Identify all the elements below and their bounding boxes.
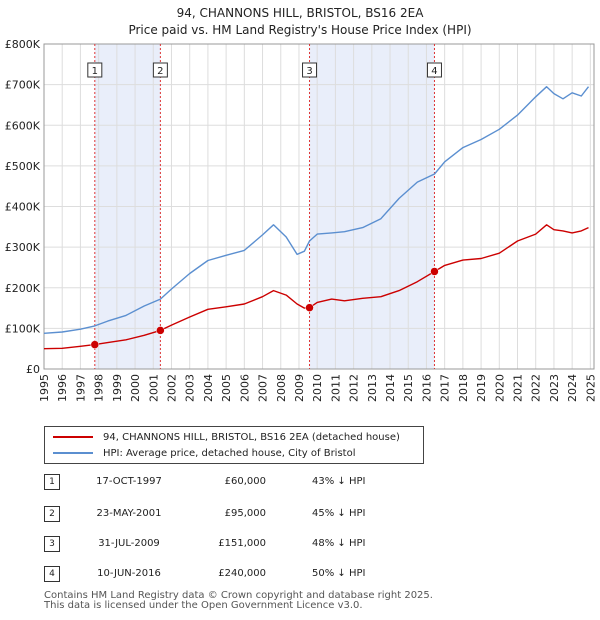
sale-point <box>156 326 165 335</box>
sale-number-box <box>302 62 318 78</box>
x-tick-label: 2014 <box>384 374 397 402</box>
y-tick-label: £700K <box>5 79 41 92</box>
y-tick-label: £100K <box>5 322 41 335</box>
sale-date: 23-MAY-2001 <box>96 508 162 519</box>
x-tick-label: 2016 <box>420 374 433 402</box>
sale-price: £60,000 <box>224 476 266 487</box>
x-tick-label: 2007 <box>257 374 270 402</box>
x-tick-label: 2002 <box>165 374 178 402</box>
x-tick-label: 2015 <box>402 374 415 402</box>
x-tick-label: 2023 <box>548 374 561 402</box>
chart-subtitle: Price paid vs. HM Land Registry's House … <box>128 23 472 37</box>
sale-hpi-diff: 43% ↓ HPI <box>312 476 366 487</box>
legend-label-hpi: HPI: Average price, detached house, City… <box>103 447 356 459</box>
sale-date: 10-JUN-2016 <box>97 568 161 579</box>
sale-number-box <box>426 62 442 78</box>
sale-number-box <box>152 62 168 78</box>
x-tick-label: 1995 <box>38 374 51 402</box>
chart-title: 94, CHANNONS HILL, BRISTOL, BS16 2EA <box>176 6 424 20</box>
y-tick-label: £600K <box>5 119 41 132</box>
x-tick-label: 2024 <box>566 374 579 402</box>
y-tick-label: £800K <box>5 38 41 51</box>
legend-swatch-property <box>53 436 93 438</box>
x-tick-label: 2005 <box>220 374 233 402</box>
y-tick-label: £0 <box>26 363 40 376</box>
y-tick-label: £400K <box>5 201 41 214</box>
table-row: 3 31-JUL-2009 £151,000 48% ↓ HPI <box>44 536 444 552</box>
sale-price: £240,000 <box>218 568 266 579</box>
sale-number: 2 <box>44 506 60 522</box>
sale-number-label: 1 <box>92 66 98 77</box>
table-row: 4 10-JUN-2016 £240,000 50% ↓ HPI <box>44 566 444 582</box>
y-tick-label: £200K <box>5 282 41 295</box>
sale-number-label: 2 <box>157 66 163 77</box>
sale-hpi-diff: 45% ↓ HPI <box>312 508 366 519</box>
x-tick-label: 2019 <box>475 374 488 402</box>
footer-copyright: Contains HM Land Registry data © Crown c… <box>44 590 433 601</box>
table-row: 2 23-MAY-2001 £95,000 45% ↓ HPI <box>44 506 444 522</box>
x-tick-label: 2009 <box>293 374 306 402</box>
legend-item-property: 94, CHANNONS HILL, BRISTOL, BS16 2EA (de… <box>53 429 400 445</box>
x-tick-label: 2017 <box>439 374 452 402</box>
footer-licence: This data is licensed under the Open Gov… <box>44 600 363 611</box>
sale-number: 4 <box>44 566 60 582</box>
sale-price: £151,000 <box>218 538 266 549</box>
y-tick-label: £500K <box>5 160 41 173</box>
legend-item-hpi: HPI: Average price, detached house, City… <box>53 445 356 461</box>
sale-number-label: 3 <box>306 66 312 77</box>
price-chart: £0 £100K £200K £300K £400K £500K £600K £700K £80… <box>5 38 598 402</box>
sale-number: 3 <box>44 536 60 552</box>
footer: Contains HM Land Registry data © Crown c… <box>44 591 433 611</box>
x-tick-label: 2022 <box>530 374 543 402</box>
table-row: 1 17-OCT-1997 £60,000 43% ↓ HPI <box>44 474 444 490</box>
x-tick-label: 2011 <box>329 374 342 402</box>
x-tick-label: 2013 <box>366 374 379 402</box>
legend-swatch-hpi <box>53 452 93 454</box>
x-tick-label: 2018 <box>457 374 470 402</box>
sale-point <box>90 340 100 349</box>
x-tick-label: 2006 <box>238 374 251 402</box>
sale-number: 1 <box>44 474 60 490</box>
sale-number-label: 4 <box>431 66 437 77</box>
sale-hpi-diff: 50% ↓ HPI <box>312 568 366 579</box>
legend: 94, CHANNONS HILL, BRISTOL, BS16 2EA (de… <box>44 426 424 464</box>
x-tick-label: 2020 <box>493 374 506 402</box>
x-tick-label: 2012 <box>348 374 361 402</box>
x-tick-label: 1998 <box>93 374 106 402</box>
legend-label-property: 94, CHANNONS HILL, BRISTOL, BS16 2EA (de… <box>103 431 400 443</box>
sale-point <box>305 303 314 312</box>
x-tick-label: 1999 <box>111 374 124 402</box>
sale-date: 17-OCT-1997 <box>96 476 162 487</box>
x-tick-label: 1996 <box>56 374 69 402</box>
sale-date: 31-JUL-2009 <box>98 538 160 549</box>
hpi-line <box>43 85 590 334</box>
sale-number-box <box>87 62 103 78</box>
x-tick-label: 2001 <box>147 374 160 402</box>
y-tick-label: £300K <box>5 241 41 254</box>
sale-hpi-diff: 48% ↓ HPI <box>312 538 366 549</box>
x-tick-label: 1997 <box>74 374 87 402</box>
sale-point <box>430 267 439 276</box>
x-tick-label: 2003 <box>184 374 197 402</box>
x-tick-label: 2025 <box>584 374 597 402</box>
plot-frame <box>43 43 595 370</box>
x-tick-label: 2010 <box>311 374 324 402</box>
sale-price: £95,000 <box>224 508 266 519</box>
x-tick-label: 2004 <box>202 374 215 402</box>
property-price-line <box>43 224 589 350</box>
x-tick-label: 2021 <box>512 374 525 402</box>
x-tick-label: 2008 <box>275 374 288 402</box>
x-tick-label: 2000 <box>129 374 142 402</box>
